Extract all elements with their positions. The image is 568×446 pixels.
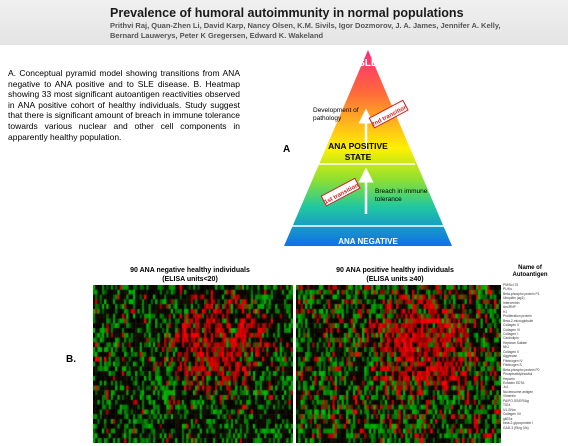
autoantigen-item: Aggrecan: [503, 354, 518, 359]
negative-heatmap: [93, 285, 293, 443]
autoantigen-item: Beta-2-microglobulin: [503, 318, 534, 323]
first-transition-badge: [320, 177, 361, 207]
autoantigen-item: H1: [503, 309, 508, 314]
autoantigen-item: Phosphatidylinositol: [503, 372, 533, 377]
autoantigen-item: Beta-phospho protein P0: [503, 367, 540, 372]
figure-caption: A. Conceptual pyramid model showing tran…: [8, 68, 240, 142]
autoantigen-item: Collagen VI: [503, 327, 521, 332]
autoantigen-header-line2: Autoantigen: [512, 272, 548, 278]
autoantigen-item: Heparan Sulfate: [503, 340, 527, 345]
second-transition-badge: [368, 99, 409, 129]
autoantigen-item: beta-2-glycoprotein I: [503, 421, 534, 426]
breach-label-1: Breach in immune: [375, 188, 428, 195]
autoantigen-item: gliSSs: [503, 416, 513, 421]
ana-positive-label: ANA POSITIVE: [328, 141, 388, 151]
autoantigen-item: Nucleosome antigen: [503, 389, 534, 394]
breach-label-2: tolerance: [375, 196, 402, 203]
autoantigen-item: PA/PO-SS/ER/Ag: [503, 398, 529, 403]
autoantigen-item: TIG4: [503, 403, 511, 408]
autoantigen-header-line1: Name of: [518, 265, 542, 271]
positive-heatmap: [296, 285, 501, 443]
development-label-1: Development of: [313, 107, 359, 114]
autoantigen-list: PM/Scl-75 PL/Ku Beta-phospho protein P1 Ubi…: [503, 283, 565, 443]
autoantigen-item: Heparin: [503, 376, 515, 381]
autoantigen-item: Proliferation protein: [503, 314, 532, 319]
autoantigen-item: Fibrinogen IV: [503, 358, 523, 363]
negative-heatmap-title-line2: (ELISA units<20): [162, 275, 218, 283]
autoantigen-item: Jo1: [503, 385, 509, 390]
autoantigen-item: Entactin EDTA: [503, 380, 525, 385]
negative-heatmap-title-line1: 90 ANA negative healthy individuals: [130, 267, 250, 274]
autoantigen-item: PM/Scl-75: [503, 283, 519, 287]
panel-b-label: B.: [66, 354, 76, 365]
positive-heatmap-title-line2: (ELISA units ≥40): [366, 275, 424, 283]
autoantigen-item: Collagen I: [503, 331, 518, 336]
autoantigen-item: Fibrinogen S: [503, 363, 522, 368]
autoantigen-header: Name of Autoantigen: [500, 265, 560, 279]
autoantigen-item: Ubiquitin (ag1): [503, 296, 525, 301]
autoantigen-item: Ars/RNP: [503, 305, 516, 310]
panel-a-label: A: [283, 144, 291, 155]
ana-positive-state-label: STATE: [345, 152, 372, 162]
autoantigen-item: NKJ: [503, 345, 510, 350]
autoantigen-item: Collagen VII: [503, 412, 521, 417]
autoantigen-item: Collagen V: [503, 323, 520, 328]
autoantigen-item: GAD-3 (Ring IVs): [503, 425, 529, 430]
autoantigen-item: Vimentin: [503, 394, 516, 399]
autoantigen-item: PL/Ku: [503, 287, 512, 292]
header-band: [0, 0, 568, 45]
autoantigen-item: Cardiolipin: [503, 336, 519, 341]
positive-heatmap-title: 90 ANA positive healthy individuals (ELI…: [305, 267, 485, 284]
autoantigen-item: Intercentrin: [503, 300, 520, 305]
sle-label: SLE: [358, 58, 378, 69]
ana-negative-label: ANA NEGATIVE: [338, 237, 398, 246]
development-label-2: pathology: [313, 115, 342, 122]
autoantigen-item: U1-SNm: [503, 407, 516, 412]
poster-title: Prevalence of humoral autoimmunity in no…: [110, 6, 464, 20]
author-list: Prithvi Raj, Quan-Zhen Li, David Karp, N…: [110, 21, 501, 40]
positive-heatmap-title-line1: 90 ANA positive healthy individuals: [336, 267, 454, 274]
autoantigen-item: Beta-phospho protein P1: [503, 291, 540, 296]
negative-heatmap-title: 90 ANA negative healthy individuals (ELI…: [100, 267, 280, 284]
autoantigen-item: Collagen II: [503, 349, 519, 354]
